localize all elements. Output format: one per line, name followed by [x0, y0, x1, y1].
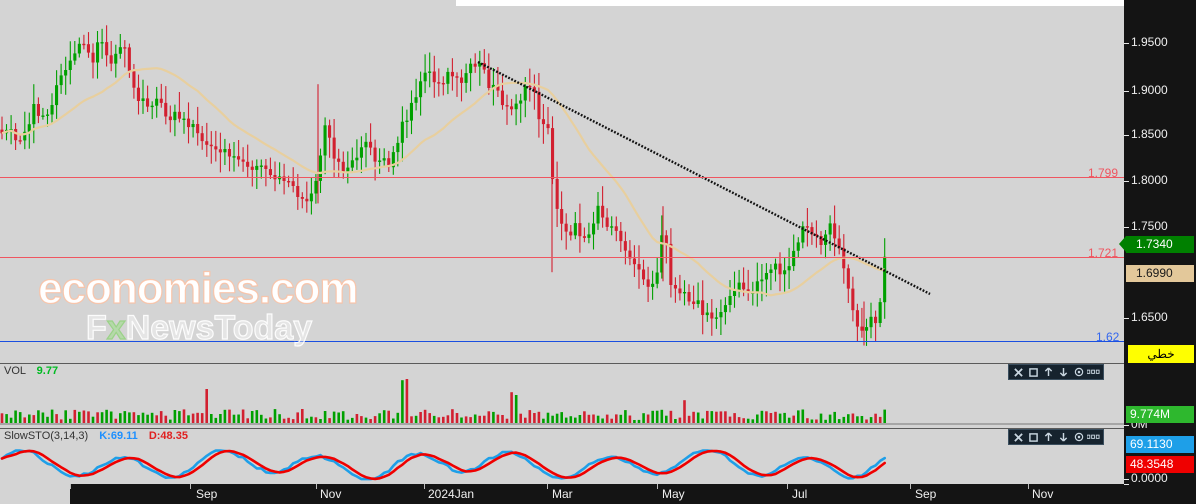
close-icon[interactable]: [1012, 366, 1025, 378]
tick-mark: [1124, 181, 1129, 182]
tick-mark: [1124, 91, 1129, 92]
support-line-1721[interactable]: [0, 257, 1124, 258]
top-white-strip: [456, 0, 1124, 6]
stochastic-lines-canvas: [0, 449, 886, 481]
time-axis-label: Jul: [792, 487, 808, 501]
stochastic-d-badge: 48.3548: [1126, 456, 1194, 473]
volume-pane-header: VOL 9.77: [0, 363, 1124, 379]
time-axis-label: Sep: [915, 487, 937, 501]
hline-label-1799: 1.799: [1088, 166, 1119, 180]
tick-mark: [1124, 425, 1129, 426]
price-pane[interactable]: 1.799 1.721 1.62 economies.com FxNewsTod…: [0, 6, 1124, 363]
time-axis-tick: [657, 484, 658, 489]
tick-mark: [1124, 227, 1129, 228]
price-axis-tick-label: 1.7500: [1131, 219, 1168, 233]
time-axis-label: Nov: [1032, 487, 1054, 501]
move-down-icon[interactable]: [1057, 431, 1070, 443]
price-axis-tick: 1.9000: [1124, 83, 1196, 97]
support-line-162[interactable]: [0, 341, 1124, 342]
time-axis[interactable]: Sep Nov 2024Jan Mar May Jul Sep Nov: [70, 484, 1124, 504]
time-axis-tick: [787, 484, 788, 489]
tick-mark: [1124, 43, 1129, 44]
support-line-1799[interactable]: [0, 177, 1124, 178]
price-axis-tick-label: 1.9000: [1131, 83, 1168, 97]
wm-f: F: [85, 308, 107, 347]
volume-value: 9.77: [36, 365, 59, 377]
stochastic-pane[interactable]: SlowSTO(3,14,3) K:69.11 D:48.35: [0, 428, 1124, 484]
price-axis-tick: 1.8000: [1124, 173, 1196, 187]
candlestick-canvas: [0, 25, 931, 346]
watermark-fxnewstoday: FxNewsToday: [85, 308, 313, 348]
time-axis-tick: [190, 484, 191, 489]
more-icon[interactable]: [1087, 431, 1100, 443]
stochastic-pane-toolbar[interactable]: [1008, 429, 1104, 445]
time-axis-left-gap: [0, 484, 70, 504]
move-up-icon[interactable]: [1042, 366, 1055, 378]
move-up-icon[interactable]: [1042, 431, 1055, 443]
price-axis[interactable]: 1.9500 1.9000 1.8500 1.8000 1.7500 1.6500 1.7…: [1119, 0, 1196, 485]
price-axis-tick: 1.6500: [1124, 310, 1196, 324]
time-axis-label: Nov: [320, 487, 342, 501]
hline-label-1721: 1.721: [1088, 246, 1119, 260]
watermark-economies: economies.com: [37, 263, 359, 313]
corner-tick: [1124, 484, 1129, 485]
time-axis-tick: [316, 484, 317, 489]
tick-mark: [1124, 318, 1129, 319]
hline-label-162: 1.62: [1096, 330, 1120, 344]
time-axis-label: 2024Jan: [428, 487, 475, 501]
price-axis-tick-label: 1.8000: [1131, 173, 1168, 187]
stochastic-zero-tick: 0.0000: [1124, 471, 1196, 485]
time-axis-tick: [424, 484, 425, 489]
settings-icon[interactable]: [1072, 366, 1085, 378]
time-axis-tick: [1028, 484, 1029, 489]
more-icon[interactable]: [1087, 366, 1100, 378]
time-axis-label: Mar: [552, 487, 573, 501]
wm-x: x: [106, 308, 126, 347]
stochastic-pane-header: SlowSTO(3,14,3) K:69.11 D:48.35: [0, 428, 1124, 444]
stochastic-k-value: K:69.11: [99, 430, 138, 442]
maximize-icon[interactable]: [1027, 431, 1040, 443]
time-axis-label: Sep: [196, 487, 218, 501]
price-axis-tick: 1.7500: [1124, 219, 1196, 233]
wm-rest: NewsToday: [125, 308, 313, 347]
time-axis-label: May: [662, 487, 685, 501]
ma-price-badge: 1.6990: [1126, 265, 1194, 282]
time-axis-tick: [547, 484, 548, 489]
stochastic-zero-label: 0.0000: [1131, 471, 1168, 485]
volume-pane[interactable]: VOL 9.77: [0, 363, 1124, 428]
maximize-icon[interactable]: [1027, 366, 1040, 378]
volume-zero-tick: 0M: [1124, 417, 1196, 431]
tick-mark: [1124, 135, 1129, 136]
linear-scale-button[interactable]: خطي: [1128, 345, 1194, 363]
close-icon[interactable]: [1012, 431, 1025, 443]
volume-pane-toolbar[interactable]: [1008, 364, 1104, 380]
price-axis-tick-label: 1.9500: [1131, 35, 1168, 49]
volume-label: VOL: [4, 365, 26, 377]
stochastic-label: SlowSTO(3,14,3): [4, 430, 89, 442]
move-down-icon[interactable]: [1057, 366, 1070, 378]
price-axis-tick: 1.8500: [1124, 127, 1196, 141]
stochastic-d-value: D:48.35: [148, 430, 188, 442]
volume-badge: 9.774M: [1126, 406, 1194, 423]
time-axis-tick: [910, 484, 911, 489]
price-axis-tick: 1.9500: [1124, 35, 1196, 49]
price-axis-tick-label: 1.8500: [1131, 127, 1168, 141]
price-axis-tick-label: 1.6500: [1131, 310, 1168, 324]
last-price-badge: 1.7340: [1119, 236, 1194, 253]
settings-icon[interactable]: [1072, 431, 1085, 443]
tick-mark: [1124, 479, 1129, 480]
time-axis-corner: [1124, 484, 1196, 504]
volume-bars-canvas: [0, 377, 1124, 425]
time-axis-tick: [70, 484, 71, 489]
stochastic-k-badge: 69.1130: [1126, 436, 1194, 453]
